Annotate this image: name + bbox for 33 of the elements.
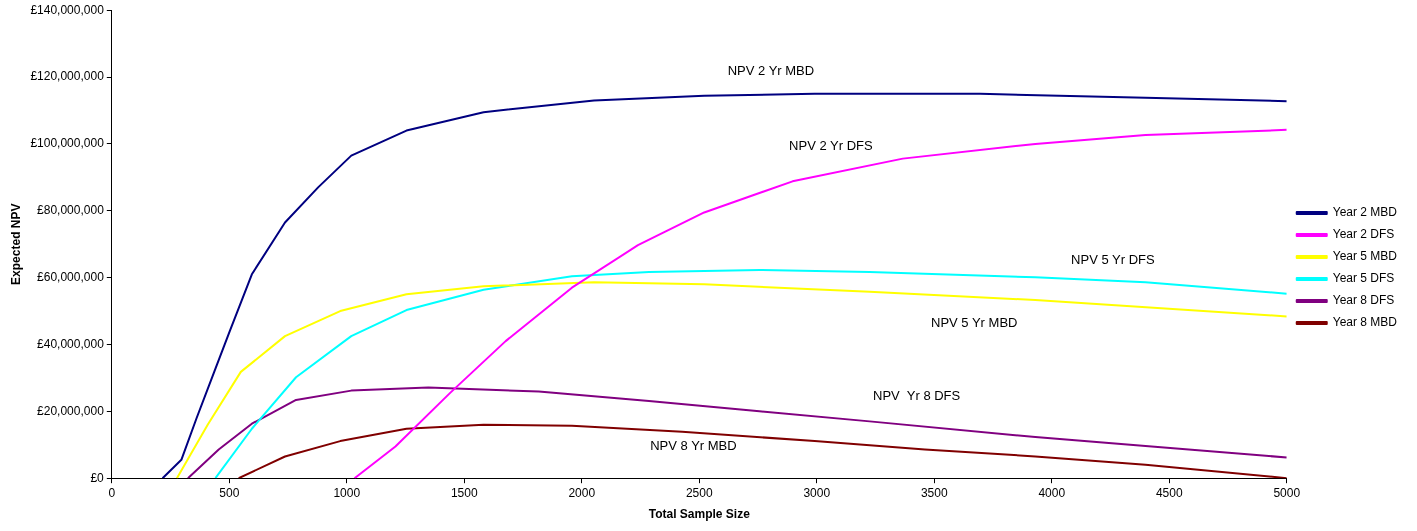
x-tick-label: 1500 [450, 485, 478, 500]
x-tick-label: 2000 [568, 485, 596, 500]
y-tick-label: £20,000,000 [37, 403, 105, 418]
annotation: NPV 2 Yr DFS [789, 137, 873, 153]
y-tick-label: £40,000,000 [37, 336, 105, 351]
x-tick-label: 5000 [1273, 485, 1301, 500]
x-tick-label: 4000 [1038, 485, 1066, 500]
legend-label: Year 8 MBD [1332, 315, 1398, 330]
annotation: NPV Yr 8 DFS [873, 388, 961, 404]
x-tick-label: 1000 [333, 485, 361, 500]
annotation: NPV 2 Yr MBD [727, 62, 815, 78]
legend-label: Year 5 MBD [1332, 249, 1398, 264]
annotation: NPV 5 Yr MBD [930, 315, 1018, 331]
y-tick-label: £140,000,000 [30, 2, 105, 17]
y-axis-title: Expected NPV [8, 203, 23, 285]
annotation: NPV 5 Yr DFS [1071, 252, 1155, 268]
y-tick-label: £0 [90, 470, 105, 485]
x-axis-title: Total Sample Size [648, 507, 751, 522]
y-tick-label: £60,000,000 [37, 269, 105, 284]
legend-label: Year 8 DFS [1332, 293, 1395, 308]
x-tick-label: 3500 [920, 485, 948, 500]
x-tick-label: 3000 [803, 485, 831, 500]
legend-label: Year 2 MBD [1332, 205, 1398, 220]
y-tick-label: £80,000,000 [37, 203, 105, 218]
y-tick-label: £100,000,000 [30, 136, 105, 151]
x-tick-label: 2500 [685, 485, 713, 500]
x-tick-label: 4500 [1155, 485, 1183, 500]
legend-label: Year 2 DFS [1332, 227, 1395, 242]
x-tick-label: 500 [219, 485, 240, 500]
x-tick-label: 0 [108, 485, 116, 500]
annotation: NPV 8 Yr MBD [650, 437, 737, 453]
legend-label: Year 5 DFS [1332, 271, 1395, 286]
y-tick-label: £120,000,000 [30, 69, 105, 84]
